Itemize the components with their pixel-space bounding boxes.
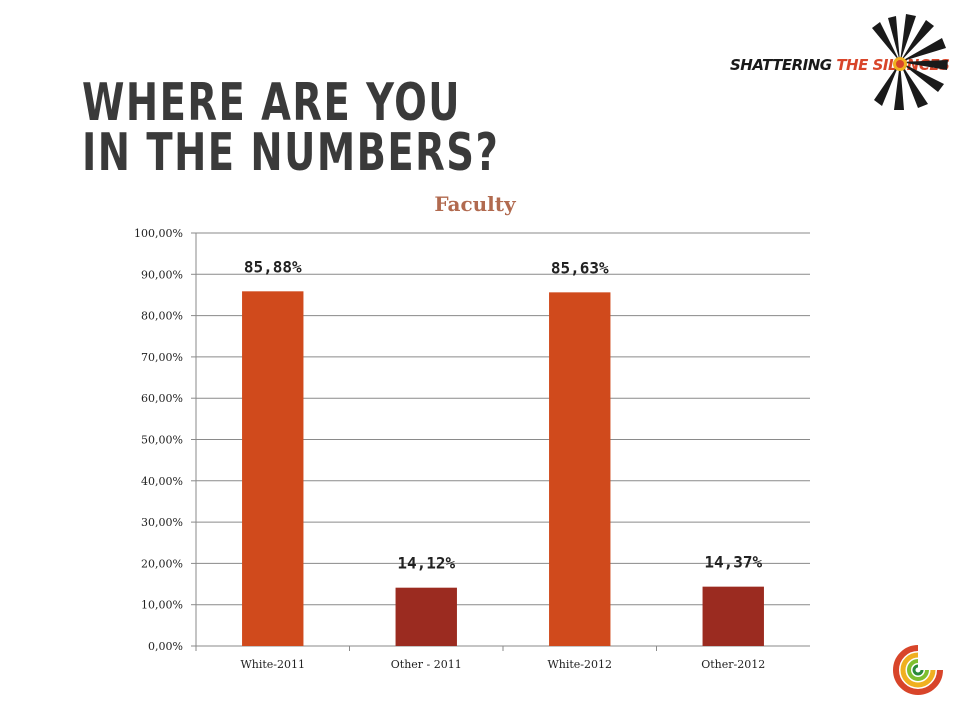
bar	[702, 586, 764, 646]
y-tick-label: 80,00%	[141, 310, 183, 323]
shattering-the-silences-logo: SHATTERING THE SILENCES	[730, 12, 950, 112]
bars	[242, 291, 764, 646]
x-tick-label: White-2012	[547, 658, 612, 671]
y-tick-label: 20,00%	[141, 557, 183, 570]
x-tick-label: Other - 2011	[391, 658, 462, 671]
y-tick-label: 70,00%	[141, 351, 183, 364]
data-label: 14,37%	[704, 553, 762, 572]
slide-title-line-2: IN THE NUMBERS?	[82, 123, 500, 183]
y-tick-label: 50,00%	[141, 434, 183, 447]
logo-text-main: SHATTERING	[730, 56, 832, 74]
bar	[395, 587, 457, 646]
y-tick-label: 10,00%	[141, 599, 183, 612]
bar	[549, 292, 611, 646]
data-label: 85,63%	[551, 258, 609, 277]
y-tick-label: 0,00%	[148, 640, 183, 653]
data-label: 14,12%	[397, 554, 455, 573]
y-tick-label: 40,00%	[141, 475, 183, 488]
slide-title: WHERE ARE YOU IN THE NUMBERS?	[82, 73, 500, 183]
data-labels: 85,88% 14,12% 85,63% 14,37%	[244, 257, 763, 572]
bar	[242, 291, 304, 646]
y-axis: 0,00% 10,00% 20,00% 30,00% 40,00% 50,00% 60,00…	[134, 227, 810, 653]
slide-title-line-1: WHERE ARE YOU	[82, 73, 462, 133]
y-tick-label: 60,00%	[141, 392, 183, 405]
chart-title: Faculty	[434, 192, 516, 216]
burst-icon	[872, 14, 948, 110]
rainbow-swirl-icon	[893, 645, 943, 695]
x-tick-label: White-2011	[240, 658, 305, 671]
data-label: 85,88%	[244, 257, 302, 276]
y-tick-label: 30,00%	[141, 516, 183, 529]
y-tick-label: 100,00%	[134, 227, 183, 240]
x-axis-labels: White-2011 Other - 2011 White-2012 Other-20…	[240, 658, 765, 671]
y-tick-label: 90,00%	[141, 268, 183, 281]
x-tick-label: Other-2012	[701, 658, 765, 671]
